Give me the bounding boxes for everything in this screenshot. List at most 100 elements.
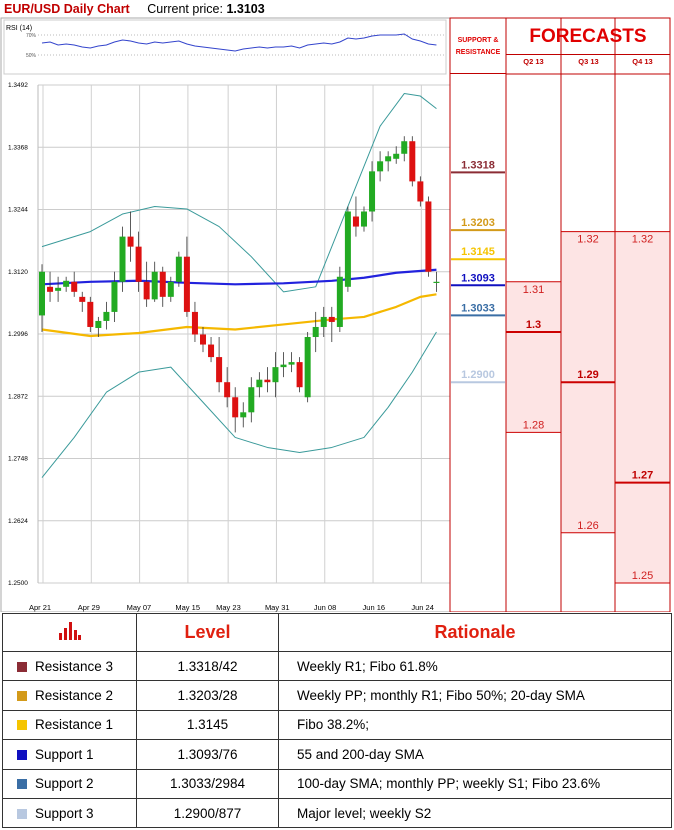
forecast-range [506,281,561,433]
y-tick-label: 1.3368 [8,144,28,151]
s1-swatch [17,749,27,760]
row-name: Resistance 1 [35,717,114,733]
candle [433,271,440,292]
y-tick-label: 1.3492 [8,82,28,89]
bar-chart-icon [58,620,81,640]
rsi-level-label: 50% [26,53,37,59]
candle [55,276,62,302]
candle [191,301,198,343]
table-logo-cell [2,613,137,652]
sr-label: 1.3033 [461,302,495,314]
candle [377,151,384,182]
candle [272,352,279,398]
sr-level-r2: 1.3203 [451,217,505,232]
sma-yellow-line [41,293,437,338]
candle [151,261,158,302]
sr-label: 1.3145 [461,246,495,258]
table-row: Resistance 2 1.3203/28 Weekly PP; monthl… [2,680,672,711]
rationale-column-header: Rationale [278,613,672,652]
candle [425,196,432,277]
sr-level-s2: 1.3033 [451,302,505,317]
sr-level-s3: 1.2900 [451,369,505,384]
candle [312,311,319,353]
candle [264,367,271,393]
candle [385,151,392,172]
price-label: Current price: [147,2,223,16]
quarter-header-q3: Q3 13 [578,57,599,66]
forecast-q4-13: 1.32 1.25 1.27 [615,231,670,584]
x-tick-label: Jun 16 [363,603,386,612]
candle [71,271,78,297]
candle [232,387,239,433]
candle [127,211,134,262]
chart-frame [0,17,451,612]
forecast-low-label: 1.28 [523,419,544,431]
row-rationale: 55 and 200-day SMA [278,739,672,770]
y-tick-label: 1.2872 [8,393,28,400]
row-level: 1.3093/76 [136,739,279,770]
price-value: 1.3103 [226,2,265,16]
y-tick-label: 1.2500 [8,580,28,587]
table-row: Resistance 3 1.3318/42 Weekly R1; Fibo 6… [2,650,672,682]
candle [167,276,174,302]
candle [369,161,376,222]
y-tick-label: 1.2748 [8,456,28,463]
table-header-row: Level Rationale [2,613,672,652]
quarter-header-q2: Q2 13 [523,57,544,66]
eurusd-chart: RSI (14)70% 50% 1.3492 1.3368 1.3244 1.3120 1.… [0,17,671,612]
candle [200,326,206,353]
candle [103,301,110,330]
candle [79,291,86,312]
level-column-header: Level [136,613,279,652]
x-tick-label: May 23 [216,603,241,612]
candle [175,251,182,287]
x-tick-label: Jun 24 [411,603,434,612]
candle [87,296,94,332]
forecast-frame [449,17,671,612]
sr-label: 1.3318 [461,159,495,171]
table-row: Support 3 1.2900/877 Major level; weekly… [2,797,672,829]
forecast-range [615,231,670,583]
x-tick-label: May 31 [265,603,290,612]
forecast-high-label: 1.31 [523,284,544,296]
candle [361,206,367,232]
candle [288,352,295,373]
row-level: 1.3318/42 [136,650,279,682]
candle [296,357,303,393]
levels-table: Level Rationale Resistance 3 1.3318/42 W… [2,613,672,829]
candle [256,372,263,398]
table-row: Support 1 1.3093/76 55 and 200-day SMA [2,739,672,770]
candle [344,206,351,292]
y-tick-label: 1.3244 [8,207,28,214]
forecast-high-label: 1.32 [632,234,653,246]
candle [224,367,231,408]
sr-level-r1: 1.3145 [451,246,505,261]
x-tick-label: Jun 08 [314,603,337,612]
x-tick-label: May 07 [127,603,152,612]
s2-swatch [17,779,27,790]
candle [47,271,54,302]
r2-swatch [17,691,27,702]
chart-title: EUR/USD Daily Chart [4,2,130,16]
candle [417,176,424,207]
candle [320,306,327,338]
candle [280,352,287,378]
support-resistance-title: SUPPORT & RESISTANCE [450,18,506,74]
row-rationale: Major level; weekly S2 [278,797,672,829]
forecast-low-label: 1.25 [632,570,653,582]
candle [401,136,408,162]
row-level: 1.3033/2984 [136,768,279,799]
y-tick-label: 1.3120 [8,269,28,276]
candle [409,136,416,187]
bollinger-lower-line [41,331,437,478]
candle [119,226,126,292]
row-rationale: Weekly PP; monthly R1; Fibo 50%; 20-day … [278,680,672,711]
r3-swatch [17,661,27,672]
row-level: 1.3203/28 [136,680,279,711]
candle [248,377,255,423]
sr-label: 1.2900 [461,369,495,381]
row-name: Support 1 [35,746,94,762]
row-level: 1.3145 [136,709,279,741]
row-name: Resistance 3 [35,658,114,674]
forecast-low-label: 1.26 [577,520,598,532]
